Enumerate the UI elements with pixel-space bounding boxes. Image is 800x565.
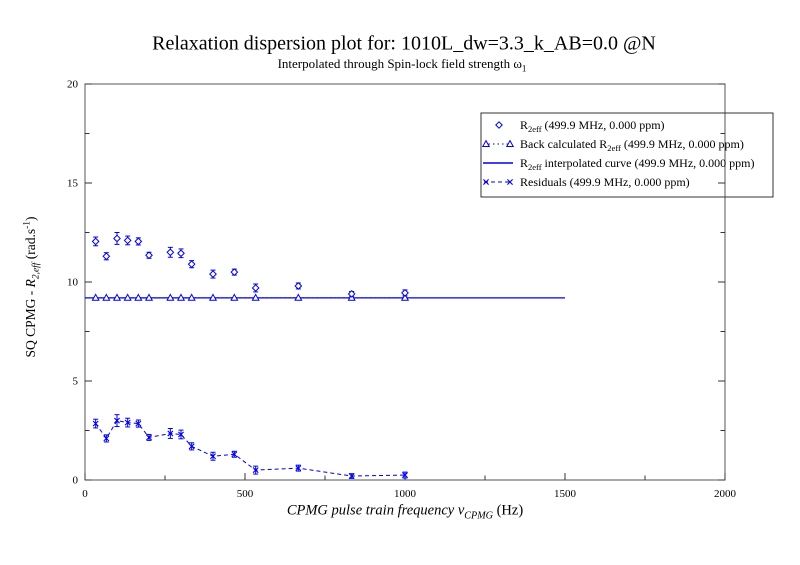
residuals-line bbox=[95, 420, 406, 477]
residual-point bbox=[124, 419, 131, 426]
y-axis-r-subscript: 2,eff bbox=[31, 262, 42, 280]
x-axis-nu-subscript: CPMG bbox=[464, 510, 493, 522]
residual-point bbox=[231, 451, 238, 458]
residual-point bbox=[188, 443, 195, 450]
y-axis-unit-close: ) bbox=[23, 216, 38, 221]
back-calculated-point bbox=[230, 293, 239, 301]
y-axis-r-symbol: R bbox=[23, 279, 38, 288]
legend-marker-diamond-icon bbox=[495, 121, 503, 129]
r2eff-point bbox=[401, 288, 409, 297]
r2eff-point bbox=[166, 248, 175, 257]
y-axis-unit: (rad.s bbox=[23, 228, 38, 263]
residual-point bbox=[348, 473, 355, 480]
r2eff-point bbox=[230, 268, 239, 277]
r2eff-point bbox=[123, 236, 132, 245]
legend-x-marker bbox=[483, 179, 489, 185]
x-tick-label: 0 bbox=[82, 488, 88, 500]
x-tick-label: 500 bbox=[237, 488, 254, 500]
legend-triangle bbox=[481, 139, 491, 147]
residual-point bbox=[167, 430, 174, 437]
back-calculated-series bbox=[91, 293, 410, 301]
legend-x-marker bbox=[507, 179, 513, 185]
y-tick-label: 20 bbox=[67, 79, 79, 91]
x-axis-nu-symbol: ν bbox=[457, 502, 465, 519]
x-tick-label: 2000 bbox=[714, 488, 737, 500]
r2eff-point bbox=[134, 237, 143, 246]
r2eff-point bbox=[113, 234, 121, 243]
x-tick-label: 1500 bbox=[554, 488, 577, 500]
legend-diamond bbox=[495, 121, 503, 129]
axis-ticks bbox=[84, 83, 726, 481]
tick-labels: 0 500 1000 1500 2000 0 5 10 15 20 bbox=[67, 79, 737, 501]
y-axis-label-text: SQ CPMG - bbox=[23, 287, 38, 358]
y-axis-label: SQ CPMG - R2,eff (rad.s-1) bbox=[22, 216, 42, 358]
r2eff-point bbox=[102, 252, 111, 261]
residual-point bbox=[295, 465, 302, 472]
x-axis-label: CPMG pulse train frequency νCPMG (Hz) bbox=[286, 502, 524, 522]
residuals-series bbox=[92, 414, 408, 480]
residual-point bbox=[146, 434, 152, 441]
back-calculated-point bbox=[187, 293, 196, 301]
r2eff-point bbox=[347, 289, 356, 298]
back-calculated-point bbox=[166, 293, 175, 301]
r2eff-point bbox=[177, 249, 185, 258]
r2eff-point bbox=[294, 282, 303, 290]
legend-entry-label: R2eff (499.9 MHz, 0.000 ppm) bbox=[520, 118, 665, 134]
y-axis-unit-exponent: -1 bbox=[22, 220, 33, 229]
back-calculated-point bbox=[123, 293, 132, 301]
r2eff-point bbox=[251, 284, 260, 292]
back-calculated-point bbox=[112, 293, 122, 301]
legend-entry-label: Back calculated R2eff (499.9 MHz, 0.000 … bbox=[520, 137, 744, 153]
y-tick-label: 0 bbox=[73, 475, 79, 487]
residual-point bbox=[402, 472, 408, 479]
back-calculated-point bbox=[208, 293, 218, 301]
residual-point bbox=[103, 435, 110, 442]
chart-subtitle: Interpolated through Spin-lock field str… bbox=[277, 56, 527, 74]
chart-title: Relaxation dispersion plot for: 1010L_dw… bbox=[152, 32, 656, 55]
legend-box bbox=[480, 112, 774, 198]
legend: R2eff (499.9 MHz, 0.000 ppm) Back calcula… bbox=[480, 112, 774, 198]
legend-entry-label: Residuals (499.9 MHz, 0.000 ppm) bbox=[520, 175, 690, 189]
back-calculated-point bbox=[294, 293, 303, 301]
residual-point bbox=[252, 467, 259, 474]
residual-point bbox=[92, 420, 99, 427]
r2eff-point bbox=[91, 237, 100, 246]
legend-marker-triangle-dotted-icon bbox=[481, 139, 515, 147]
back-calculated-point bbox=[91, 293, 100, 301]
x-tick-label: 1000 bbox=[394, 488, 417, 500]
back-calculated-point bbox=[102, 293, 111, 301]
legend-entry-label: R2eff interpolated curve (499.9 MHz, 0.0… bbox=[520, 156, 755, 172]
residual-point bbox=[135, 420, 142, 427]
legend-triangle bbox=[505, 139, 515, 147]
y-tick-label: 10 bbox=[67, 277, 79, 289]
residual-point bbox=[178, 431, 184, 438]
r2eff-point bbox=[187, 260, 196, 269]
back-calculated-point bbox=[144, 293, 154, 301]
x-axis-unit: (Hz) bbox=[492, 502, 524, 519]
back-calculated-point bbox=[400, 293, 410, 301]
residual-point bbox=[210, 453, 216, 460]
r2eff-point bbox=[145, 251, 153, 260]
y-tick-label: 15 bbox=[67, 178, 79, 190]
residual-point bbox=[114, 417, 120, 424]
legend-marker-x-dashed-icon bbox=[483, 179, 513, 185]
chart-subtitle-text: Interpolated through Spin-lock field str… bbox=[277, 56, 522, 71]
back-calculated-point bbox=[134, 293, 143, 301]
y-tick-label: 5 bbox=[73, 376, 79, 388]
chart-subtitle-subscript: 1 bbox=[521, 63, 527, 74]
r2eff-series bbox=[91, 232, 409, 298]
back-calculated-point bbox=[251, 293, 260, 301]
back-calculated-point bbox=[176, 293, 186, 301]
x-axis-label-text: CPMG pulse train frequency bbox=[286, 502, 458, 519]
r2eff-point bbox=[209, 270, 217, 278]
